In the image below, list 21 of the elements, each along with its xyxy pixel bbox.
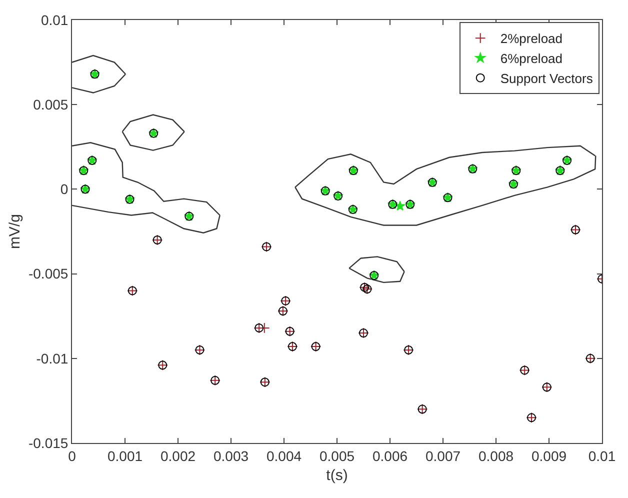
x-tick-label: 0.006 [372,448,408,464]
x-tick-label: 0.008 [478,448,514,464]
legend-label: 2%preload [500,31,563,46]
y-axis-title: mV/g [6,214,24,250]
legend-label: 6%preload [500,51,563,66]
x-tick-label: 0.009 [531,448,567,464]
y-tick-label: -0.005 [28,266,68,282]
x-axis-title: t(s) [326,466,348,484]
y-tick-label: 0.01 [40,12,68,28]
legend-label: Support Vectors [500,70,594,86]
x-tick-label: 0.002 [160,448,196,464]
x-tick-label: 0.003 [213,448,249,464]
x-tick-label: 0.01 [588,448,616,464]
x-tick-label: 0.001 [107,448,143,464]
y-tick-label: 0.005 [33,96,68,112]
x-tick-label: 0.007 [425,448,461,464]
y-tick-label: 0 [60,181,68,198]
x-tick-label: 0.005 [319,448,355,464]
y-tick-label: -0.01 [36,350,68,366]
x-tick-label: 0.004 [266,448,302,464]
y-tick-label: -0.015 [28,434,68,451]
